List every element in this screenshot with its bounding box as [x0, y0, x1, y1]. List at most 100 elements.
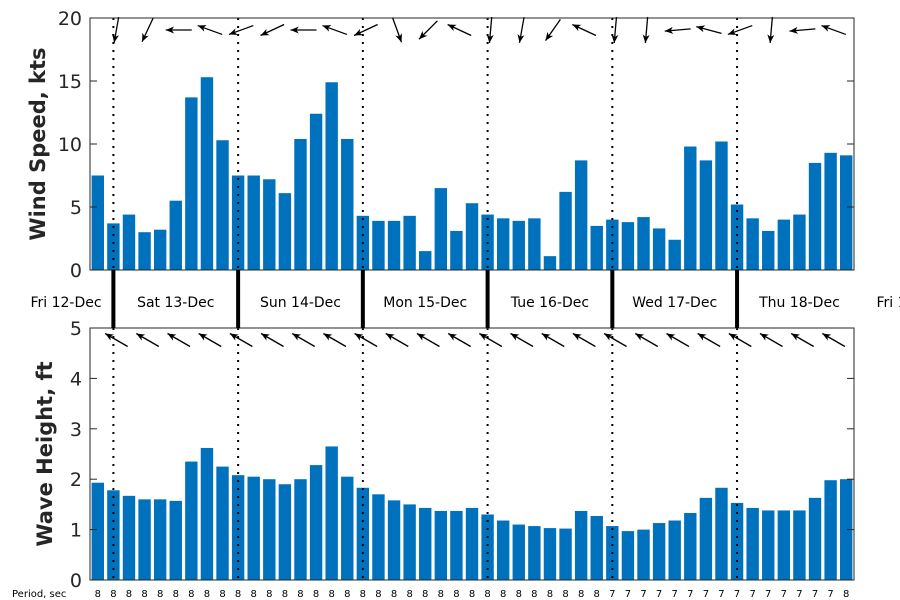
- bar: [122, 495, 136, 580]
- arrow-head: [822, 333, 832, 341]
- bar: [465, 203, 479, 270]
- direction-arrow-icon: [260, 332, 284, 348]
- bar: [512, 524, 525, 580]
- direction-arrow-icon: [104, 332, 128, 348]
- bar: [793, 510, 806, 580]
- arrow-head: [416, 333, 426, 341]
- bar: [309, 113, 323, 270]
- arrow-head: [604, 333, 613, 341]
- bar: [730, 204, 744, 270]
- direction-arrow-icon: [323, 332, 347, 348]
- period-value: 8: [297, 589, 303, 600]
- bar: [247, 175, 260, 270]
- direction-arrow-icon: [112, 17, 120, 43]
- period-value: 8: [188, 589, 194, 600]
- arrow-head: [105, 333, 115, 341]
- arrow-head: [322, 25, 332, 32]
- day-label: Fri 19-Dec: [876, 295, 900, 311]
- bar: [574, 160, 588, 270]
- direction-arrow-icon: [790, 332, 815, 348]
- bar: [450, 230, 463, 270]
- bar: [684, 146, 697, 270]
- direction-arrow-icon: [822, 332, 846, 348]
- bar: [668, 239, 681, 270]
- bar: [559, 528, 572, 580]
- arrow-head: [165, 26, 175, 34]
- bar: [590, 515, 603, 580]
- arrow-head: [479, 333, 489, 341]
- arrow-head: [197, 25, 207, 32]
- y-tick-label: 0: [70, 260, 82, 282]
- bar: [200, 447, 214, 580]
- period-value: 7: [656, 589, 662, 600]
- bar: [637, 529, 650, 580]
- bar: [216, 140, 229, 270]
- direction-arrow-icon: [759, 332, 783, 348]
- bar: [512, 220, 525, 270]
- bar: [231, 175, 245, 270]
- arrow-head: [572, 24, 582, 32]
- bar: [746, 218, 759, 270]
- direction-arrow-icon: [447, 23, 472, 37]
- direction-arrow-icon: [165, 26, 192, 34]
- period-value: 8: [406, 589, 412, 600]
- bar: [481, 514, 494, 580]
- bar: [169, 500, 182, 580]
- arrow-head: [198, 333, 208, 341]
- direction-arrow-icon: [141, 17, 154, 43]
- bar: [684, 512, 697, 580]
- bar: [450, 510, 463, 580]
- bar: [185, 97, 198, 270]
- bar: [341, 476, 354, 580]
- y-tick-label: 10: [58, 134, 82, 156]
- direction-arrow-icon: [198, 332, 222, 348]
- direction-arrow-icon: [135, 332, 160, 348]
- y-tick-label: 3: [70, 419, 82, 441]
- bar: [434, 188, 448, 270]
- direction-arrow-icon: [354, 332, 378, 348]
- bar: [107, 223, 120, 270]
- period-value: 8: [251, 589, 257, 600]
- bar: [590, 225, 603, 270]
- bar: [668, 520, 681, 580]
- period-value: 8: [484, 589, 490, 600]
- period-value: 7: [609, 589, 615, 600]
- bar: [325, 82, 338, 270]
- period-value: 8: [141, 589, 147, 600]
- direction-arrow-icon: [634, 332, 659, 348]
- bar: [341, 138, 354, 270]
- direction-arrow-icon: [642, 16, 650, 44]
- period-value: 8: [500, 589, 506, 600]
- bar: [621, 222, 635, 270]
- period-value: 7: [796, 589, 802, 600]
- direction-arrow-icon: [479, 332, 503, 348]
- arrow-head: [290, 26, 299, 34]
- day-label: Sun 14-Dec: [260, 295, 341, 311]
- bar: [263, 479, 276, 580]
- period-value: 8: [126, 589, 132, 600]
- direction-arrow-icon: [353, 23, 378, 37]
- arrow-head: [664, 26, 674, 34]
- day-label: Thu 18-Dec: [758, 295, 840, 311]
- bar: [278, 484, 292, 580]
- direction-arrow-icon: [767, 16, 775, 44]
- direction-arrow-icon: [572, 332, 596, 348]
- period-value: 7: [640, 589, 646, 600]
- direction-arrow-icon: [728, 332, 752, 348]
- period-value: 8: [843, 589, 849, 600]
- period-value: 8: [594, 589, 600, 600]
- bar: [777, 510, 791, 580]
- arrow-head: [821, 25, 831, 32]
- y-tick-label: 0: [70, 570, 82, 592]
- bar: [372, 494, 385, 580]
- arrow-head: [260, 28, 270, 36]
- period-value: 8: [282, 589, 288, 600]
- y-tick-label: 15: [58, 71, 82, 93]
- direction-arrow-icon: [510, 332, 534, 348]
- period-value: 7: [734, 589, 740, 600]
- period-value: 7: [672, 589, 678, 600]
- arrow-head: [419, 30, 428, 40]
- arrow-head: [727, 28, 737, 35]
- direction-arrow-icon: [322, 24, 348, 36]
- arrow-head: [666, 333, 676, 341]
